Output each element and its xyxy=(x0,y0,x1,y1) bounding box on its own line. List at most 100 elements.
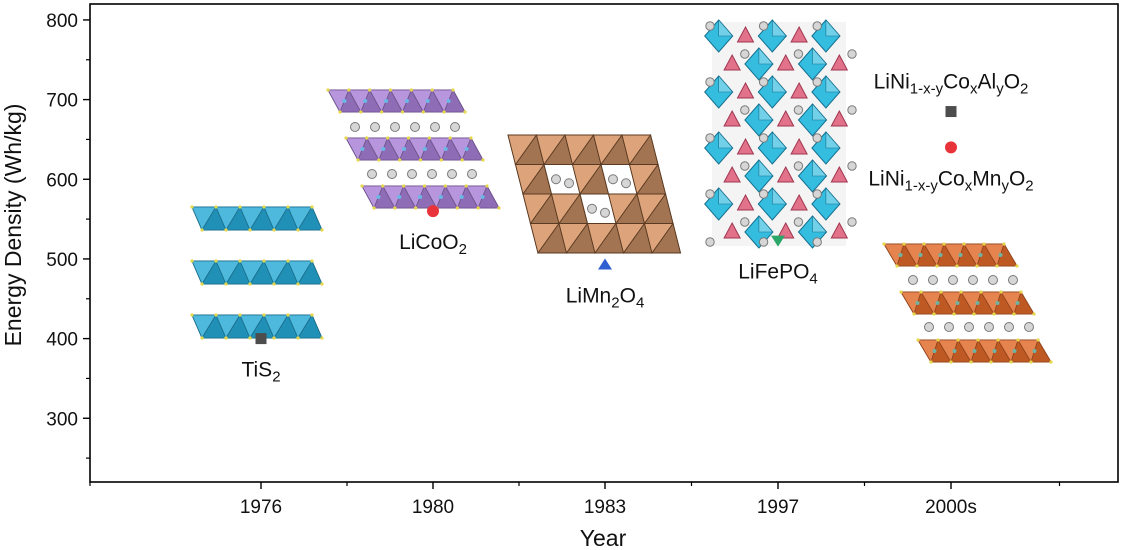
point-tis2 xyxy=(255,333,267,345)
tis2-layered-structure xyxy=(190,205,324,340)
octahedron-face xyxy=(718,75,734,93)
metal-atom xyxy=(342,99,347,103)
anion-atom xyxy=(418,158,423,162)
anion-atom xyxy=(422,184,427,188)
anion-atom xyxy=(421,110,425,114)
lithium-atom xyxy=(705,77,715,87)
metal-atom xyxy=(918,253,923,257)
metal-atom xyxy=(443,147,448,151)
octahedron-face xyxy=(825,187,841,205)
metal-atom xyxy=(898,253,903,257)
anion-atom xyxy=(1015,264,1019,268)
anion-atom xyxy=(460,158,464,162)
po4-tetrahedron xyxy=(830,53,849,71)
anion-atom xyxy=(344,136,348,140)
anion-atom xyxy=(286,205,290,209)
lithium-atom xyxy=(564,178,574,189)
anion-atom xyxy=(414,206,418,210)
octahedron-face xyxy=(771,187,787,205)
lithium-atom xyxy=(1024,322,1034,332)
lithium-atom xyxy=(430,122,440,132)
anion-atom xyxy=(190,313,194,317)
lithium-atom xyxy=(705,133,715,143)
anion-atom xyxy=(365,136,369,140)
y-tick-label: 800 xyxy=(46,11,78,32)
lithium-atom xyxy=(407,169,417,179)
anion-atom xyxy=(386,136,390,140)
lithium-atom xyxy=(370,122,380,132)
lithium-atom xyxy=(758,77,769,87)
po4-tetrahedron xyxy=(723,109,741,127)
anion-atom xyxy=(190,205,194,209)
anion-atom xyxy=(936,338,940,342)
lithium-atom xyxy=(740,105,750,115)
lithium-atom xyxy=(847,49,857,59)
anion-atom xyxy=(915,264,919,268)
anion-atom xyxy=(360,184,364,188)
octahedron-face xyxy=(718,187,734,205)
x-axis-title: Year xyxy=(580,525,627,550)
lithium-atom xyxy=(968,275,978,285)
octahedron-face xyxy=(297,206,323,231)
data-label-lifepo4: LiFePO4 xyxy=(738,261,818,288)
lithium-atom xyxy=(450,122,460,132)
octahedron-face xyxy=(297,260,323,285)
lithium-atom xyxy=(812,77,822,87)
metal-atom xyxy=(363,99,368,103)
anion-atom xyxy=(979,290,983,294)
anion-atom xyxy=(320,336,324,340)
anion-atom xyxy=(955,264,959,268)
metal-atom xyxy=(958,253,963,257)
anion-atom xyxy=(912,312,916,316)
anion-atom xyxy=(356,158,360,162)
anion-atom xyxy=(949,360,953,364)
lithium-atom xyxy=(847,217,857,227)
anion-atom xyxy=(248,282,252,286)
lithium-atom xyxy=(390,122,400,132)
metal-atom xyxy=(480,195,485,199)
octahedron-face xyxy=(758,103,774,121)
lithium-atom xyxy=(1008,275,1018,285)
metal-atom xyxy=(975,301,980,305)
anion-atom xyxy=(296,228,300,232)
octahedron-face xyxy=(718,131,734,149)
po4-tetrahedron xyxy=(736,81,755,99)
lithium-atom xyxy=(793,217,804,227)
data-points xyxy=(255,106,957,345)
lithium-atom xyxy=(928,275,938,285)
anion-atom xyxy=(388,88,393,92)
lithium-atom xyxy=(467,169,477,179)
po4-tetrahedron xyxy=(736,25,755,43)
po4-tetrahedron xyxy=(723,165,741,183)
lithium-atom xyxy=(984,322,994,332)
lithium-atom xyxy=(705,189,715,199)
po4-tetrahedron xyxy=(790,25,808,43)
anion-atom xyxy=(320,282,324,286)
metal-atom xyxy=(384,99,389,103)
anion-atom xyxy=(326,88,330,92)
anion-atom xyxy=(942,242,946,246)
lithium-atom xyxy=(705,21,715,31)
anion-atom xyxy=(959,290,963,294)
lithium-atom xyxy=(608,174,618,185)
anion-atom xyxy=(190,259,194,263)
point-lifepo4 xyxy=(771,235,785,247)
anion-atom xyxy=(1029,360,1033,364)
y-axis-title: Energy Density (Wh/kg) xyxy=(0,104,26,347)
octahedron-face xyxy=(297,314,323,339)
lithium-atom xyxy=(758,133,769,143)
lithium-atom xyxy=(600,207,610,218)
anion-atom xyxy=(922,242,926,246)
metal-atom xyxy=(1015,301,1020,305)
anion-atom xyxy=(377,158,381,162)
plot-frame xyxy=(89,3,1119,483)
anion-atom xyxy=(224,336,228,340)
anion-atom xyxy=(200,282,204,286)
anion-atom xyxy=(469,136,473,140)
data-label-limn2o4: LiMn2O4 xyxy=(566,285,645,312)
anion-atom xyxy=(296,282,300,286)
anion-atom xyxy=(982,242,986,246)
metal-atom xyxy=(381,147,386,151)
octahedron-face xyxy=(718,19,734,37)
